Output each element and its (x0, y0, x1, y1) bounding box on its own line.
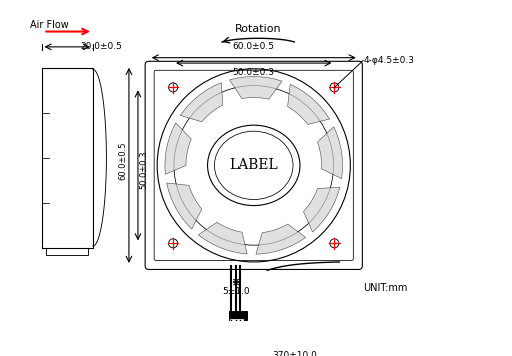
Text: Rotation: Rotation (235, 24, 282, 34)
Text: 5±1.0: 5±1.0 (222, 287, 250, 295)
Text: 370±10.0: 370±10.0 (272, 351, 317, 356)
Text: LABEL: LABEL (229, 158, 278, 172)
Text: 4-φ4.5±0.3: 4-φ4.5±0.3 (363, 56, 414, 65)
Polygon shape (229, 77, 282, 99)
Polygon shape (317, 127, 343, 179)
FancyBboxPatch shape (145, 61, 362, 269)
Bar (229, 311, 247, 320)
Text: 60.0±0.5: 60.0±0.5 (118, 142, 127, 180)
Text: Air Flow: Air Flow (30, 20, 69, 30)
Text: 60.0±0.5: 60.0±0.5 (233, 42, 275, 51)
FancyBboxPatch shape (154, 70, 353, 261)
Polygon shape (198, 222, 247, 254)
Text: 50.0±0.3: 50.0±0.3 (233, 68, 275, 78)
Polygon shape (304, 187, 340, 232)
Polygon shape (256, 224, 306, 254)
Ellipse shape (215, 131, 293, 199)
Polygon shape (180, 83, 223, 122)
Text: 20.0±0.5: 20.0±0.5 (81, 42, 122, 51)
Text: UNIT:mm: UNIT:mm (363, 283, 408, 293)
Text: 50.0±0.3: 50.0±0.3 (140, 151, 149, 189)
Polygon shape (166, 183, 202, 229)
Polygon shape (165, 123, 191, 174)
Ellipse shape (207, 125, 300, 205)
Polygon shape (288, 84, 330, 125)
